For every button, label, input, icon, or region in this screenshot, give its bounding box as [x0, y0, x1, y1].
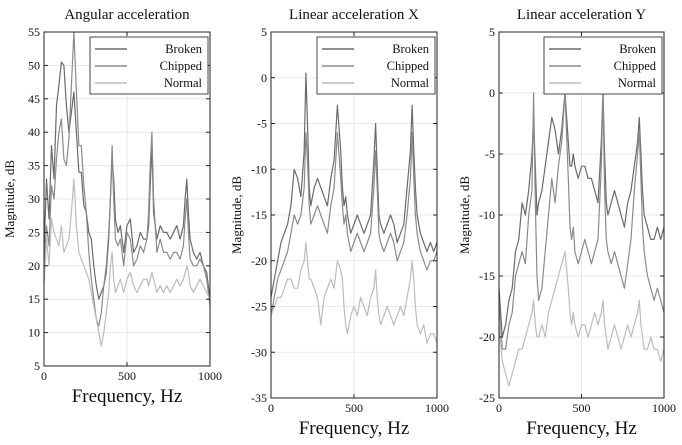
x-axis-label: Frequency, Hz: [299, 418, 410, 439]
series-line-normal: [498, 251, 665, 387]
y-tick-label: -35: [251, 391, 267, 405]
x-tick-label: 500: [118, 369, 136, 383]
legend-label-normal: Normal: [164, 76, 203, 90]
y-tick-label: -15: [479, 269, 495, 283]
legend-label-broken: Broken: [165, 42, 203, 56]
series-line-chipped: [270, 132, 438, 316]
chart-panel-3: -25 -20 -15 -10 -5 0 5 0 500 1000 Linear accelerat…: [457, 7, 676, 439]
y-axis-label: Magnitude, dB: [229, 176, 244, 254]
y-tick-label: -5: [485, 147, 495, 161]
y-tick-label: 0: [261, 71, 267, 85]
legend-label-broken: Broken: [392, 42, 430, 56]
series-line-broken: [498, 92, 665, 338]
y-tick-label: -10: [251, 162, 267, 176]
y-tick-label: 35: [28, 159, 40, 173]
x-tick-label: 1000: [198, 369, 222, 383]
y-tick-label: -20: [479, 330, 495, 344]
legend-label-chipped: Chipped: [160, 59, 203, 73]
series-line-normal: [43, 178, 211, 347]
y-tick-label: 0: [489, 86, 495, 100]
y-tick-label: 25: [28, 225, 40, 239]
chart-title: Linear acceleration Y: [517, 7, 647, 23]
x-tick-label: 500: [573, 401, 591, 415]
y-tick-label: -10: [479, 208, 495, 222]
y-axis-label: Magnitude, dB: [2, 160, 17, 238]
y-tick-label: 5: [34, 359, 40, 373]
series-line-chipped: [498, 92, 665, 350]
x-tick-label: 0: [496, 401, 502, 415]
y-tick-label: -25: [251, 300, 267, 314]
y-tick-label: 20: [28, 259, 40, 273]
chart-title: Linear acceleration X: [289, 7, 419, 23]
series-line-normal: [270, 241, 438, 344]
y-tick-label: -20: [251, 254, 267, 268]
x-axis-label: Frequency, Hz: [72, 386, 183, 407]
y-tick-label: -30: [251, 345, 267, 359]
legend: Broken Chipped Normal: [316, 36, 436, 95]
legend-label-chipped: Chipped: [387, 59, 430, 73]
legend-label-normal: Normal: [618, 76, 657, 90]
y-tick-label: 30: [28, 192, 40, 206]
y-tick-label: 45: [28, 92, 40, 106]
x-tick-label: 1000: [425, 401, 449, 415]
x-axis-label: Frequency, Hz: [526, 418, 637, 439]
series-line-chipped: [43, 31, 211, 327]
x-tick-label: 1000: [652, 401, 676, 415]
y-tick-label: 50: [28, 58, 40, 72]
y-tick-label: 15: [28, 292, 40, 306]
y-tick-label: 5: [489, 25, 495, 39]
y-tick-label: 55: [28, 25, 40, 39]
series-line-broken: [270, 72, 438, 298]
chart-panel-2: -35 -30 -25 -20 -15 -10 -5 0 5 0 500 1000 Linear acc…: [229, 7, 449, 439]
x-tick-label: 0: [41, 369, 47, 383]
legend-label-normal: Normal: [391, 76, 430, 90]
legend-label-broken: Broken: [619, 42, 657, 56]
x-tick-label: 500: [345, 401, 363, 415]
y-tick-label: -5: [257, 117, 267, 131]
y-tick-label: 5: [261, 25, 267, 39]
y-tick-label: -25: [479, 391, 495, 405]
legend: Broken Chipped Normal: [89, 36, 209, 95]
legend: Broken Chipped Normal: [543, 36, 663, 95]
y-tick-label: -15: [251, 208, 267, 222]
x-tick-label: 0: [268, 401, 274, 415]
legend-label-chipped: Chipped: [614, 59, 657, 73]
y-tick-label: 40: [28, 125, 40, 139]
chart-panel-1: 5 10 15 20 25 30 35 40 45 50 55 0 500 1000 Angular acc…: [2, 7, 222, 407]
chart-title: Angular acceleration: [64, 7, 190, 23]
y-axis-label: Magnitude, dB: [457, 176, 472, 254]
y-tick-label: 10: [28, 326, 40, 340]
